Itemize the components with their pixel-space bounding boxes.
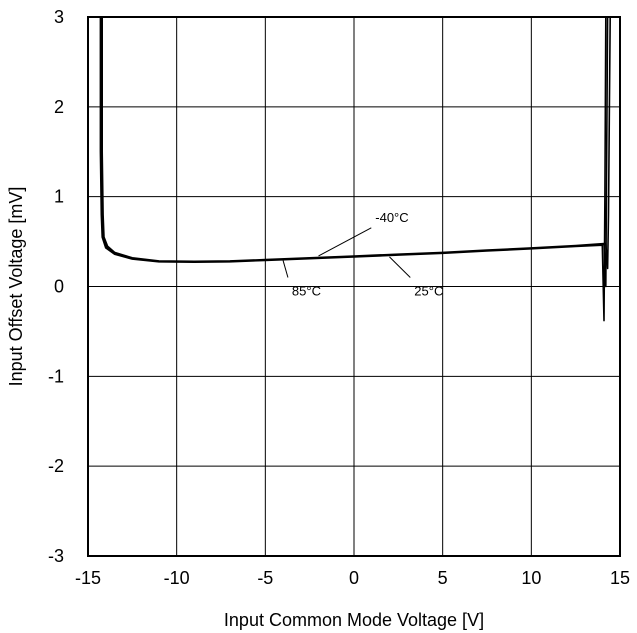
- x-tick-labels: -15 -10 -5 0 5 10 15: [75, 568, 630, 588]
- y-tick-label: 0: [54, 277, 64, 297]
- annotation-pointer: [318, 227, 372, 257]
- y-tick-label: 2: [54, 97, 64, 117]
- y-tick-label: 3: [54, 7, 64, 27]
- annotation-pointer: [389, 256, 411, 278]
- x-tick-label: -5: [257, 568, 273, 588]
- y-tick-label: -2: [48, 456, 64, 476]
- y-tick-labels: -3 -2 -1 0 1 2 3: [48, 7, 64, 566]
- series-line-1: [101, 16, 611, 270]
- annotation-label: -40°C: [375, 210, 408, 225]
- x-tick-label: 5: [438, 568, 448, 588]
- y-tick-label: -1: [48, 366, 64, 386]
- x-tick-label: 15: [610, 568, 630, 588]
- x-tick-label: 0: [349, 568, 359, 588]
- annotation-label: 85°C: [292, 283, 321, 298]
- y-tick-label: -3: [48, 546, 64, 566]
- y-tick-label: 1: [54, 187, 64, 207]
- series-lines: [99, 16, 611, 322]
- annotation-label: 25°C: [414, 283, 443, 298]
- y-axis-title: Input Offset Voltage [mV]: [6, 187, 26, 387]
- x-axis-title: Input Common Mode Voltage [V]: [224, 610, 484, 630]
- annotations: -40°C 85°C 25°C: [282, 210, 443, 298]
- x-tick-label: -15: [75, 568, 101, 588]
- annotation-pointer: [282, 260, 289, 278]
- x-tick-label: -10: [164, 568, 190, 588]
- plot-frame: [87, 16, 621, 557]
- series-line-3: [99, 16, 607, 322]
- x-tick-label: 10: [521, 568, 541, 588]
- grid: [87, 16, 621, 557]
